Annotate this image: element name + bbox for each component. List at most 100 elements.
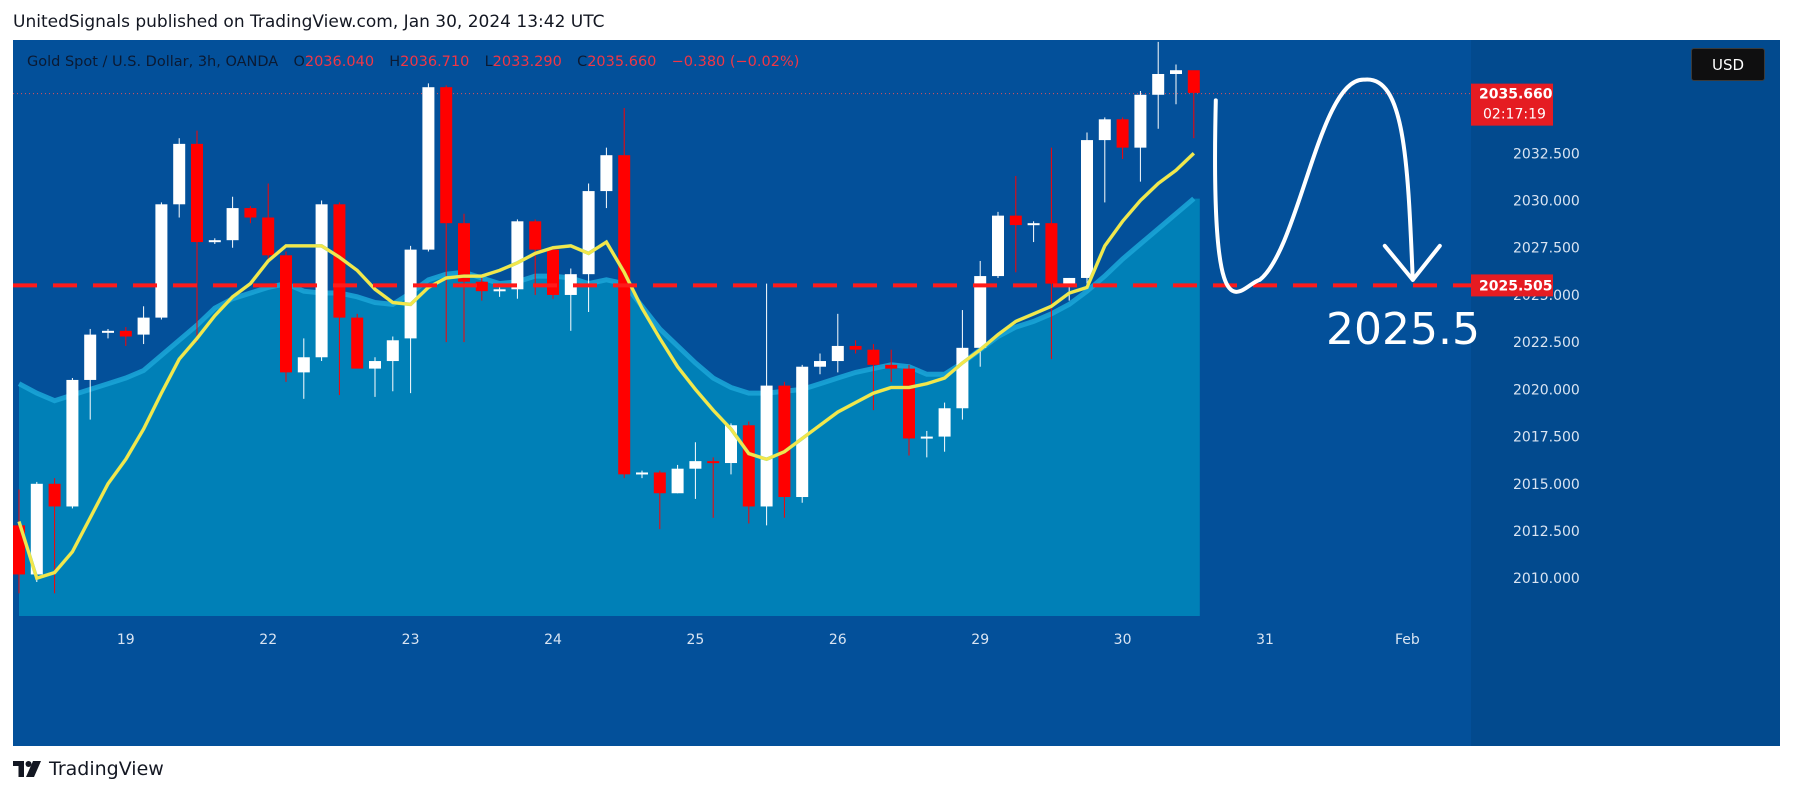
candle-body: [636, 472, 648, 475]
candle-up: [493, 287, 506, 297]
candle-body: [262, 217, 275, 256]
candle-body: [137, 317, 150, 335]
candle-body: [386, 340, 399, 362]
y-tick-label: 2022.500: [1513, 335, 1580, 351]
candle-body: [1098, 119, 1111, 141]
candle-down: [280, 251, 292, 382]
candle-up: [208, 238, 221, 244]
candle-up: [30, 481, 43, 583]
candle-down: [1045, 147, 1058, 360]
candle-body: [244, 208, 257, 218]
chart-panel[interactable]: 2025.5 2010.000 2012.500 2015.000 2017.500 20…: [13, 40, 1780, 746]
candle-down: [547, 245, 559, 299]
candle-up: [1027, 221, 1040, 243]
candle-body: [831, 345, 844, 362]
projection-arrowhead: [1382, 243, 1442, 282]
candle-body: [671, 468, 684, 494]
candle-body: [1134, 94, 1147, 148]
low-value: 2033.290: [492, 54, 562, 70]
candle-up: [564, 268, 577, 331]
y-tick-label: 2010.000: [1513, 571, 1580, 587]
candle-up: [297, 338, 310, 399]
x-tick-label: 31: [1256, 632, 1274, 648]
candle-down: [1187, 70, 1200, 139]
time-axis: [13, 616, 1471, 746]
candle-down: [13, 489, 25, 594]
candle-down: [440, 85, 453, 343]
candle-up: [404, 245, 417, 394]
candle-up: [636, 470, 648, 479]
candle-up: [671, 464, 684, 494]
candle-up: [600, 147, 613, 209]
high-label: H: [389, 54, 401, 70]
candle-body: [938, 408, 951, 437]
candle-up: [992, 211, 1004, 278]
candle-up: [84, 328, 97, 420]
candle-down: [475, 276, 488, 301]
y-tick-label: 2030.000: [1513, 194, 1580, 210]
candle-body: [208, 240, 221, 243]
close-value: 2035.660: [587, 54, 657, 70]
tradingview-logo[interactable]: TradingView: [13, 758, 164, 780]
candle-body: [1081, 140, 1093, 278]
candle-up: [1098, 117, 1111, 203]
x-tick-label: 26: [829, 632, 847, 648]
candle-body: [814, 361, 826, 367]
y-tick-label: 2020.000: [1513, 382, 1580, 398]
candle-up: [1063, 277, 1076, 301]
change-value: −0.380 (−0.02%): [671, 54, 800, 70]
x-tick-label: 22: [259, 632, 277, 648]
candle-down: [885, 349, 898, 382]
candle-body: [422, 87, 435, 250]
candle-down: [849, 340, 862, 354]
x-tick-label: 19: [117, 632, 135, 648]
price-axis: [1471, 40, 1780, 746]
candle-body: [13, 525, 25, 575]
x-tick-label: 29: [971, 632, 989, 648]
candle-body: [956, 347, 969, 409]
candle-down: [618, 107, 631, 479]
candle-down: [333, 202, 346, 396]
candle-body: [1152, 73, 1165, 95]
candle-body: [582, 191, 595, 275]
candle-body: [1009, 215, 1022, 226]
candle-body: [653, 472, 666, 494]
candle-body: [796, 366, 809, 498]
candle-body: [404, 249, 417, 339]
symbol-label[interactable]: Gold Spot / U.S. Dollar, 3h, OANDA: [27, 54, 279, 70]
candle-up: [831, 313, 844, 373]
candle-body: [689, 461, 702, 469]
publisher-caption: UnitedSignals published on TradingView.c…: [13, 12, 605, 32]
currency-button[interactable]: USD: [1691, 48, 1765, 81]
y-tick-label: 2015.000: [1513, 477, 1580, 493]
candle-up: [814, 353, 826, 375]
candle-body: [280, 255, 292, 373]
x-tick-label: 30: [1114, 632, 1132, 648]
candle-up: [66, 378, 79, 509]
series-line-fast: [17, 152, 1195, 581]
candle-body: [84, 334, 97, 380]
x-tick-label: 25: [686, 632, 704, 648]
candle-body: [475, 281, 488, 292]
candle-body: [1063, 277, 1076, 284]
candle-down: [191, 130, 203, 343]
candle-body: [547, 249, 559, 295]
last-price-value: 2035.660: [1479, 87, 1553, 103]
high-value: 2036.710: [400, 54, 470, 70]
candle-body: [119, 330, 132, 337]
y-tick-label: 2017.500: [1513, 430, 1580, 446]
candle-body: [511, 221, 524, 290]
chart-svg[interactable]: 2025.5 2010.000 2012.500 2015.000 2017.500 20…: [13, 40, 1780, 746]
candle-body: [1027, 223, 1040, 226]
candle-body: [564, 274, 577, 295]
candle-body: [315, 204, 328, 358]
candle-up: [1152, 41, 1165, 129]
candle-up: [173, 138, 186, 218]
candle-up: [386, 336, 399, 392]
candle-body: [992, 215, 1004, 277]
candle-body: [707, 461, 720, 464]
candle-body: [529, 221, 542, 250]
candle-up: [369, 357, 381, 397]
open-label: O: [293, 54, 305, 70]
candle-down: [742, 421, 755, 524]
